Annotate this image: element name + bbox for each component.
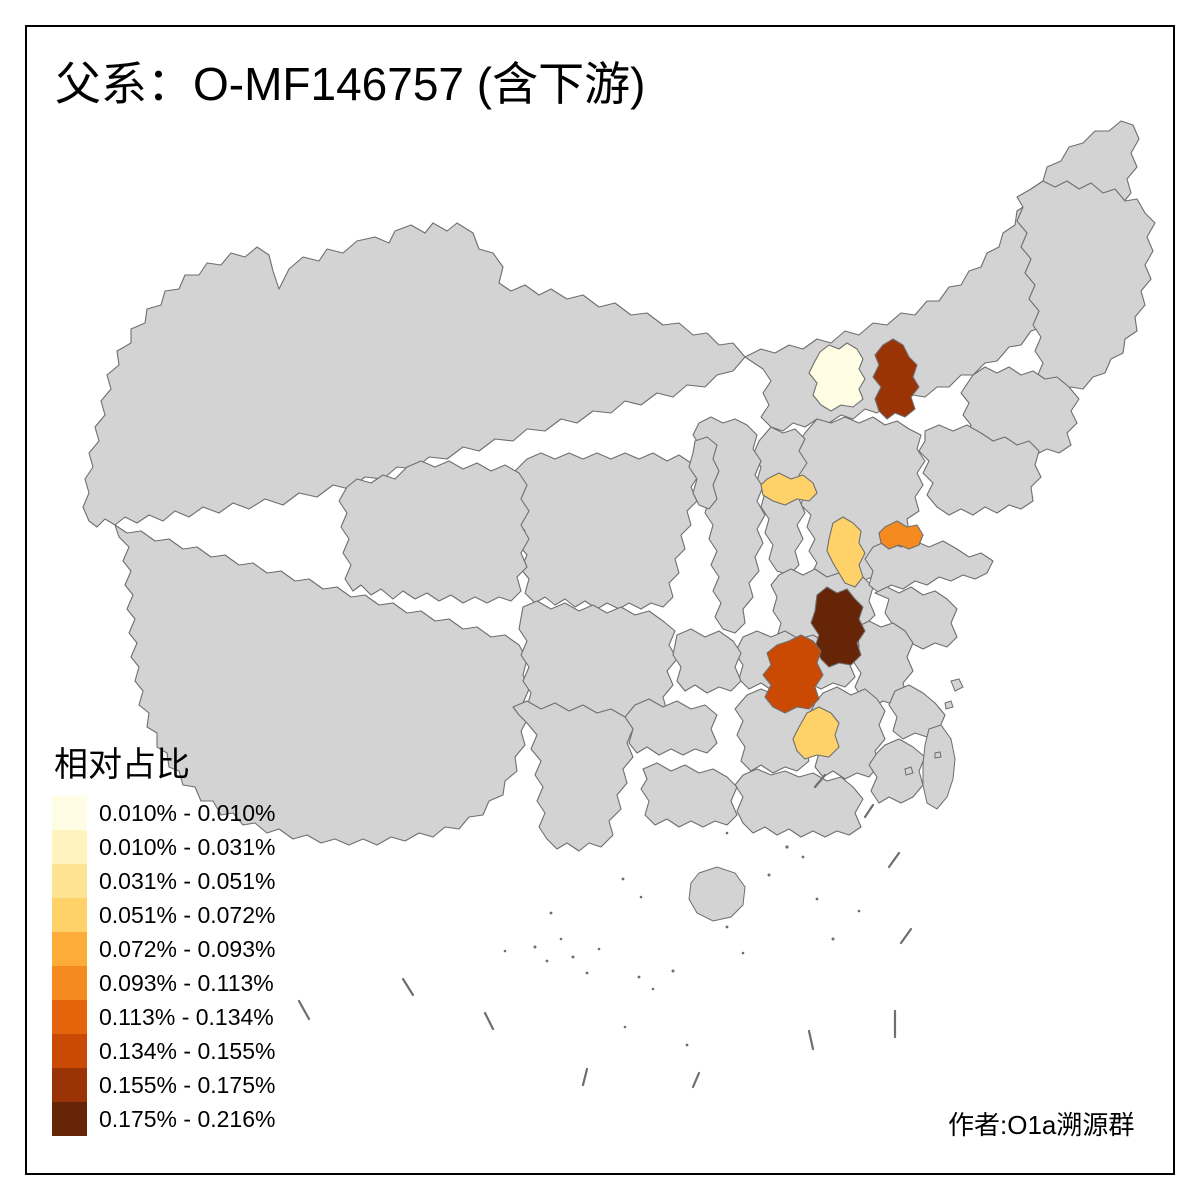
- legend-swatch: [52, 1102, 87, 1136]
- highlight-region-north-central[interactable]: [760, 472, 818, 506]
- legend-label: 0.010% - 0.031%: [99, 833, 276, 860]
- china-map-svg: [82, 120, 1156, 1089]
- legend-swatch: [52, 1000, 87, 1034]
- legend-swatch: [52, 1034, 87, 1068]
- province-qinghai[interactable]: [338, 460, 530, 604]
- province-fujian[interactable]: [868, 738, 926, 804]
- legend-label: 0.031% - 0.051%: [99, 867, 276, 894]
- islet-zhoushan: [950, 678, 964, 692]
- province-taiwan[interactable]: [922, 724, 956, 810]
- legend-item: 0.113% - 0.134%: [52, 1000, 275, 1034]
- legend-item: 0.155% - 0.175%: [52, 1068, 275, 1102]
- province-ningxia[interactable]: [688, 436, 720, 510]
- legend-item: 0.051% - 0.072%: [52, 898, 275, 932]
- legend-swatch: [52, 830, 87, 864]
- highlight-region-south-light[interactable]: [792, 706, 840, 760]
- province-heilongjiang[interactable]: [1016, 180, 1156, 396]
- south-china-sea-reefs: [503, 831, 861, 1047]
- nine-dash-segment-10: [401, 977, 415, 997]
- province-guizhou[interactable]: [624, 698, 718, 756]
- highlight-region-south-dark[interactable]: [810, 586, 866, 668]
- islet-east-1: [944, 700, 954, 710]
- legend-label: 0.175% - 0.216%: [99, 1105, 276, 1132]
- legend-label: 0.072% - 0.093%: [99, 935, 276, 962]
- province-xinjiang[interactable]: [82, 222, 746, 528]
- nine-dash-segment-8: [581, 1067, 589, 1087]
- islet-east-2: [934, 751, 942, 759]
- legend: 相对占比 0.010% - 0.010% 0.010% - 0.031% 0.031…: [52, 748, 275, 1136]
- nine-dash-segment-11: [297, 999, 311, 1021]
- highlight-region-mid-central[interactable]: [826, 516, 866, 588]
- province-tibet[interactable]: [114, 524, 530, 846]
- legend-item: 0.175% - 0.216%: [52, 1102, 275, 1136]
- highlight-region-south-mid[interactable]: [762, 634, 824, 714]
- map-canvas: [27, 27, 1173, 1173]
- province-hainan[interactable]: [688, 866, 746, 922]
- highlight-region-beijing[interactable]: [808, 342, 866, 412]
- legend-label: 0.113% - 0.134%: [99, 1003, 274, 1030]
- province-liaoning[interactable]: [918, 424, 1042, 516]
- figure-frame: [25, 25, 1175, 1175]
- legend-label: 0.010% - 0.010%: [99, 799, 276, 826]
- nine-dash-segment-2: [863, 803, 875, 819]
- nine-dash-segment-3: [887, 851, 901, 869]
- legend-swatch: [52, 796, 87, 830]
- legend-swatch: [52, 864, 87, 898]
- highlight-region-tianjin[interactable]: [872, 338, 920, 420]
- province-shandong[interactable]: [864, 540, 994, 594]
- nine-dash-segment-6: [807, 1029, 815, 1051]
- legend-item: 0.072% - 0.093%: [52, 932, 275, 966]
- author-credit: 作者:O1a溯源群: [948, 1110, 1135, 1140]
- province-chongqing[interactable]: [672, 628, 742, 694]
- legend-swatch: [52, 932, 87, 966]
- highlight-region-east-small[interactable]: [878, 520, 924, 550]
- nine-dash-segment-1: [813, 773, 827, 789]
- legend-rows: 0.010% - 0.010% 0.010% - 0.031% 0.031% - 0…: [52, 796, 275, 1136]
- legend-swatch: [52, 898, 87, 932]
- legend-label: 0.155% - 0.175%: [99, 1071, 276, 1098]
- legend-item: 0.031% - 0.051%: [52, 864, 275, 898]
- legend-label: 0.093% - 0.113%: [99, 969, 274, 996]
- page-title: 父系：O-MF146757 (含下游): [55, 58, 646, 110]
- nine-dash-segment-9: [483, 1011, 495, 1031]
- legend-item: 0.010% - 0.031%: [52, 830, 275, 864]
- legend-item: 0.093% - 0.113%: [52, 966, 275, 1000]
- legend-swatch: [52, 966, 87, 1000]
- legend-title: 相对占比: [54, 746, 190, 784]
- islet-penghu: [904, 766, 914, 776]
- province-gansu[interactable]: [512, 452, 700, 610]
- province-yunnan[interactable]: [512, 700, 634, 852]
- province-guangxi[interactable]: [640, 762, 738, 828]
- legend-swatch: [52, 1068, 87, 1102]
- legend-label: 0.051% - 0.072%: [99, 901, 276, 928]
- province-guangdong[interactable]: [734, 768, 864, 838]
- nine-dash-segment-7: [691, 1071, 701, 1089]
- legend-item: 0.010% - 0.010%: [52, 796, 275, 830]
- nine-dash-segment-4: [899, 927, 913, 945]
- legend-label: 0.134% - 0.155%: [99, 1037, 276, 1064]
- legend-item: 0.134% - 0.155%: [52, 1034, 275, 1068]
